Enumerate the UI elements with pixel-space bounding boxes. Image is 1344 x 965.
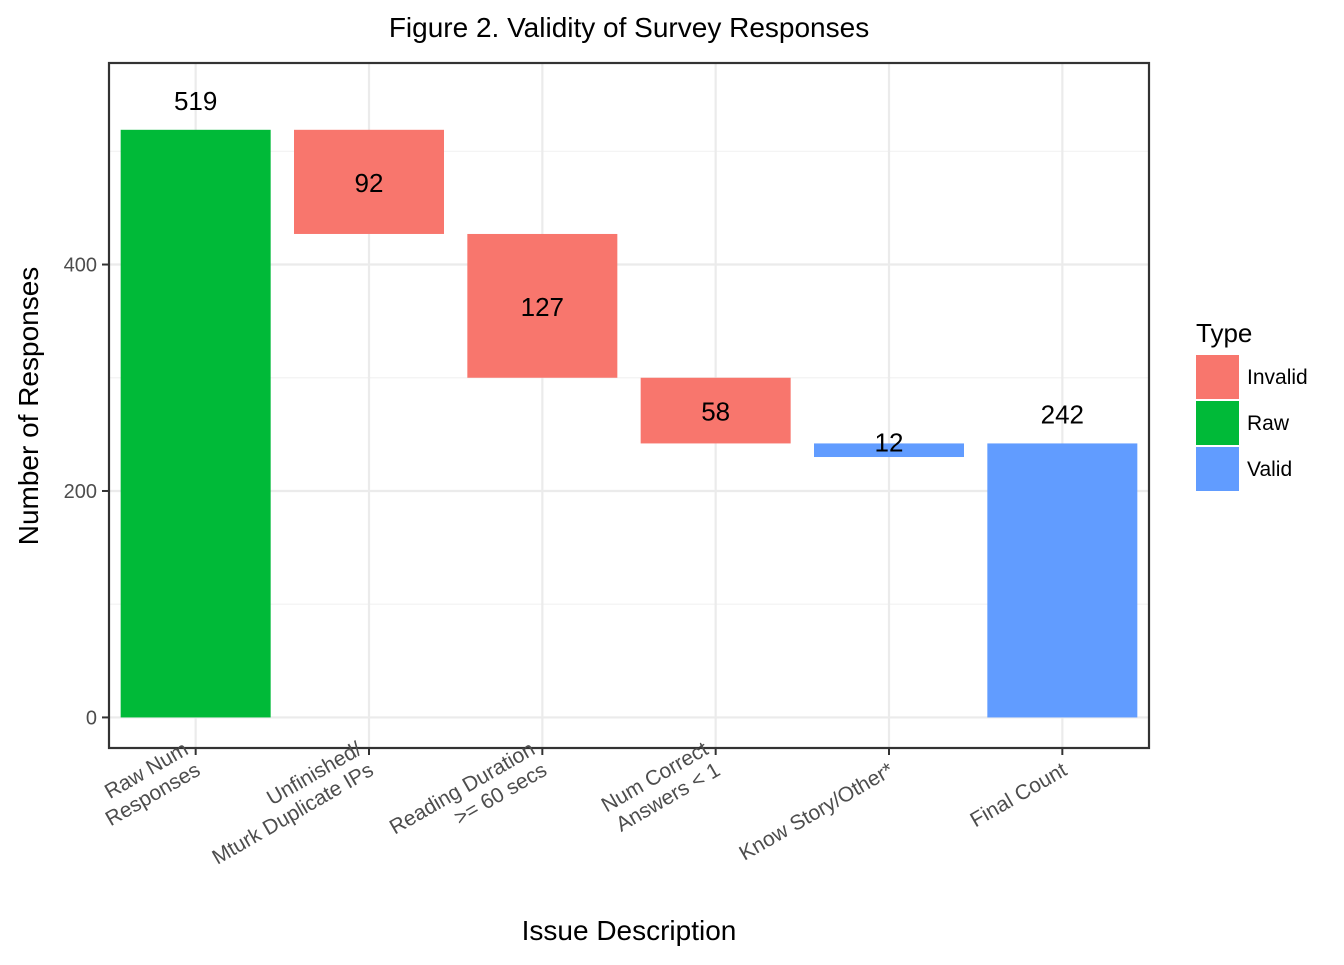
legend-key [1196, 355, 1239, 399]
legend-label: Raw [1247, 412, 1290, 435]
y-tick-label: 0 [86, 707, 97, 729]
bar [987, 443, 1138, 718]
bar [120, 129, 271, 718]
legend-label: Invalid [1247, 366, 1308, 389]
data-label: 58 [701, 397, 730, 427]
bar [814, 443, 964, 458]
x-tick-label: Know Story/Other* [735, 758, 897, 865]
legend-title: Type [1196, 318, 1252, 348]
data-label: 242 [1041, 399, 1084, 429]
x-tick-label: Final Count [966, 758, 1071, 832]
legend-key [1196, 447, 1239, 491]
bar [294, 129, 444, 234]
data-label: 127 [521, 292, 564, 322]
chart-title: Figure 2. Validity of Survey Responses [389, 12, 869, 43]
y-tick-label: 200 [64, 481, 97, 503]
legend: Invalid Raw Valid [1196, 355, 1308, 491]
y-tick-label: 400 [64, 255, 97, 277]
panel-border [107, 61, 1151, 750]
x-tick-label-line: Know Story/Other* [735, 758, 897, 865]
bar [640, 377, 791, 444]
x-tick-label: Raw NumResponses [90, 738, 204, 831]
x-tick-label: Unfinished/Mturk Duplicate IPs [196, 738, 377, 870]
legend-label: Valid [1247, 458, 1292, 481]
plot-panel: 519 92 127 58 12 242 [107, 61, 1151, 750]
y-axis-title: Number of Responses [13, 267, 44, 546]
panel-background [109, 63, 1149, 748]
x-axis-title: Issue Description [522, 915, 737, 946]
x-tick-label: Num CorrectAnswers < 1 [598, 738, 725, 838]
x-tick-label: Reading Duration>= 60 secs [386, 738, 551, 860]
data-label: 519 [174, 86, 217, 116]
data-label: 92 [355, 168, 384, 198]
data-label: 12 [875, 427, 904, 457]
legend-key [1196, 401, 1239, 445]
bar [467, 233, 618, 378]
x-tick-label-line: Final Count [966, 758, 1071, 832]
